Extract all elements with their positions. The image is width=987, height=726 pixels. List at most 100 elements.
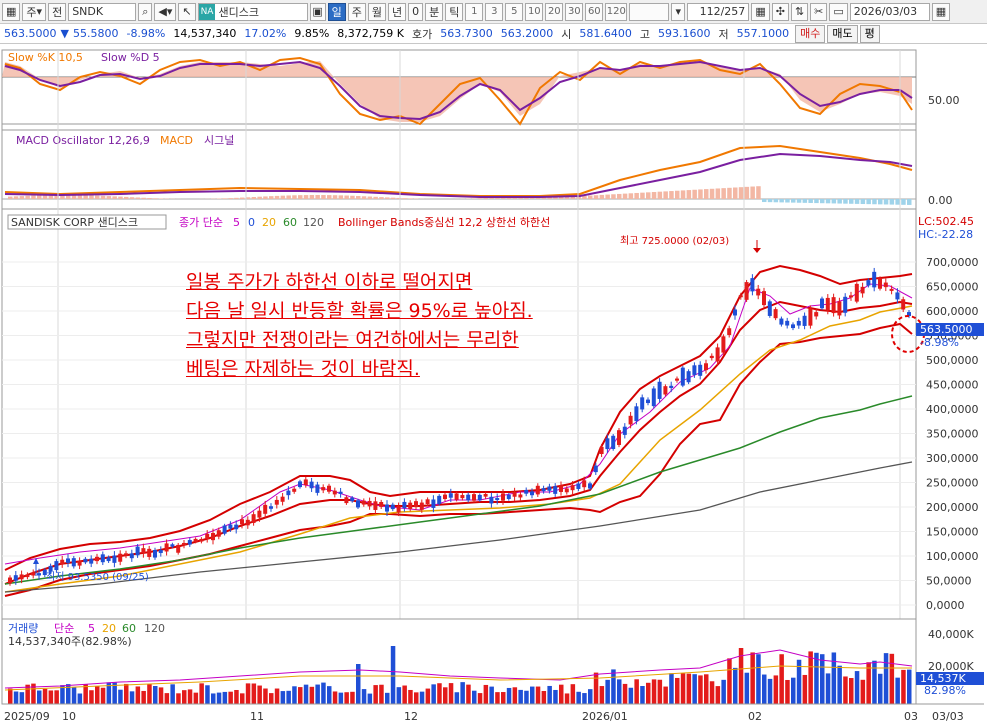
volume-value: 14,537,340: [173, 27, 237, 40]
chart-area[interactable]: Slow %K 10,5 Slow %D 5 50.00 MACD Oscill…: [0, 44, 987, 726]
candle-body: [907, 312, 911, 317]
candle-body: [344, 497, 349, 504]
scissors-icon[interactable]: ✂: [810, 2, 828, 21]
price-axis-label: 50,0000: [926, 575, 972, 588]
candle-body: [825, 297, 830, 311]
macd-bar: [309, 195, 315, 199]
volume-bar: [750, 652, 755, 704]
volume-bar: [895, 677, 900, 704]
macd-bar: [814, 199, 819, 204]
page-counter: 112/257: [687, 2, 750, 21]
search-icon[interactable]: ⌕: [138, 2, 153, 21]
bollinger-upper-line: [4, 264, 913, 571]
calendar-icon[interactable]: ▦: [931, 2, 951, 21]
lock-icon[interactable]: ▣: [309, 2, 326, 21]
volume-bar: [303, 684, 309, 704]
interval-10[interactable]: 10: [525, 2, 544, 21]
tab-timeframe-1[interactable]: 주: [347, 2, 366, 21]
volume-bar: [251, 683, 257, 704]
candle-body: [89, 558, 94, 564]
tab-timeframe-0[interactable]: 일: [327, 2, 346, 21]
candle-body: [895, 292, 900, 300]
interval-60[interactable]: 60: [585, 2, 604, 21]
interval-1[interactable]: 1: [465, 2, 484, 21]
macd-bar: [118, 196, 123, 199]
volume-bar: [547, 685, 552, 704]
candle-body: [234, 524, 239, 530]
volume-bar: [773, 675, 779, 704]
sell-button[interactable]: 매도: [827, 24, 858, 43]
date-input[interactable]: 2026/03/03: [849, 2, 930, 21]
interval-5[interactable]: 5: [505, 2, 524, 21]
candle-body: [106, 557, 111, 562]
volume-bar: [361, 689, 367, 704]
page-counter-value: 112/257: [699, 5, 746, 18]
volume-bar: [25, 684, 30, 704]
candle-body: [617, 430, 621, 445]
panel-grid-icon[interactable]: ▦: [2, 2, 21, 21]
interval-custom-input[interactable]: [629, 2, 670, 21]
candle-body: [431, 499, 436, 508]
tab-timeframe-5[interactable]: 분: [425, 2, 444, 21]
macd-bar: [37, 195, 42, 199]
macd-bar: [495, 197, 500, 199]
price-axis-label: 200,0000: [926, 501, 979, 514]
slow-fill-area: [2, 60, 912, 122]
candle-body: [878, 278, 882, 289]
volume-bar: [309, 686, 315, 704]
volume-bar: [605, 679, 610, 704]
volume-bar: [599, 686, 605, 704]
zoom-icon[interactable]: ✣: [771, 2, 789, 21]
tab-timeframe-3[interactable]: 년: [387, 2, 407, 21]
macd-bar: [106, 196, 112, 199]
interval-20[interactable]: 20: [545, 2, 564, 21]
prev-button[interactable]: 전: [48, 2, 67, 21]
cursor-icon[interactable]: ↖: [178, 2, 196, 21]
interval-120[interactable]: 120: [605, 2, 628, 21]
macd-bar: [385, 197, 390, 199]
interval-3[interactable]: 3: [485, 2, 504, 21]
price-axis-label: 500,0000: [926, 354, 979, 367]
volume-bar: [83, 684, 88, 704]
ma-period-120: 120: [303, 216, 324, 229]
candle-body: [796, 320, 801, 326]
volume-bar: [715, 686, 721, 704]
stock-name-field[interactable]: NA 샌디스크: [197, 2, 308, 21]
tab-timeframe-2[interactable]: 월: [367, 2, 386, 21]
candle-body: [303, 479, 308, 486]
candle-body: [506, 494, 511, 499]
macd-bar: [402, 198, 407, 199]
macd-bar: [292, 195, 297, 199]
tab-timeframe-6[interactable]: 틱: [445, 2, 464, 21]
volume-bar: [483, 684, 489, 704]
save-icon[interactable]: ▭: [829, 2, 848, 21]
macd-bar: [715, 188, 721, 199]
volume-bar: [907, 669, 912, 704]
candle-body: [60, 559, 65, 565]
symbol-input[interactable]: SNDK: [68, 2, 137, 21]
interval-30[interactable]: 30: [565, 2, 584, 21]
period-type-select[interactable]: 주 ▾: [22, 2, 47, 21]
candle-body: [698, 364, 703, 376]
chart-type-icon[interactable]: ⇅: [790, 2, 809, 21]
candle-body: [350, 497, 355, 502]
volume-bar: [106, 682, 112, 704]
speaker-icon[interactable]: ◀▾: [154, 2, 177, 21]
flat-button[interactable]: 평: [859, 24, 880, 43]
macd-bar: [744, 186, 750, 199]
candle-body: [402, 501, 407, 509]
ma-period-60: 60: [283, 216, 297, 229]
candle-body: [228, 524, 233, 529]
macd-bar: [680, 190, 686, 199]
tab-timeframe-4[interactable]: 0: [408, 2, 424, 21]
macd-bar: [71, 195, 77, 199]
candle-body: [675, 378, 679, 381]
chevron-down-icon[interactable]: ▾: [671, 2, 686, 21]
volume-bar: [767, 678, 773, 704]
macd-bar: [379, 197, 384, 199]
slow-k-title: Slow %K 10,5: [8, 51, 83, 64]
volume-bar: [721, 679, 726, 704]
buy-button[interactable]: 매수: [795, 24, 826, 43]
grid-icon[interactable]: ▦: [751, 2, 770, 21]
annotation-line-1: 일봉 주가가 하한선 이하로 떨어지면: [186, 271, 473, 293]
